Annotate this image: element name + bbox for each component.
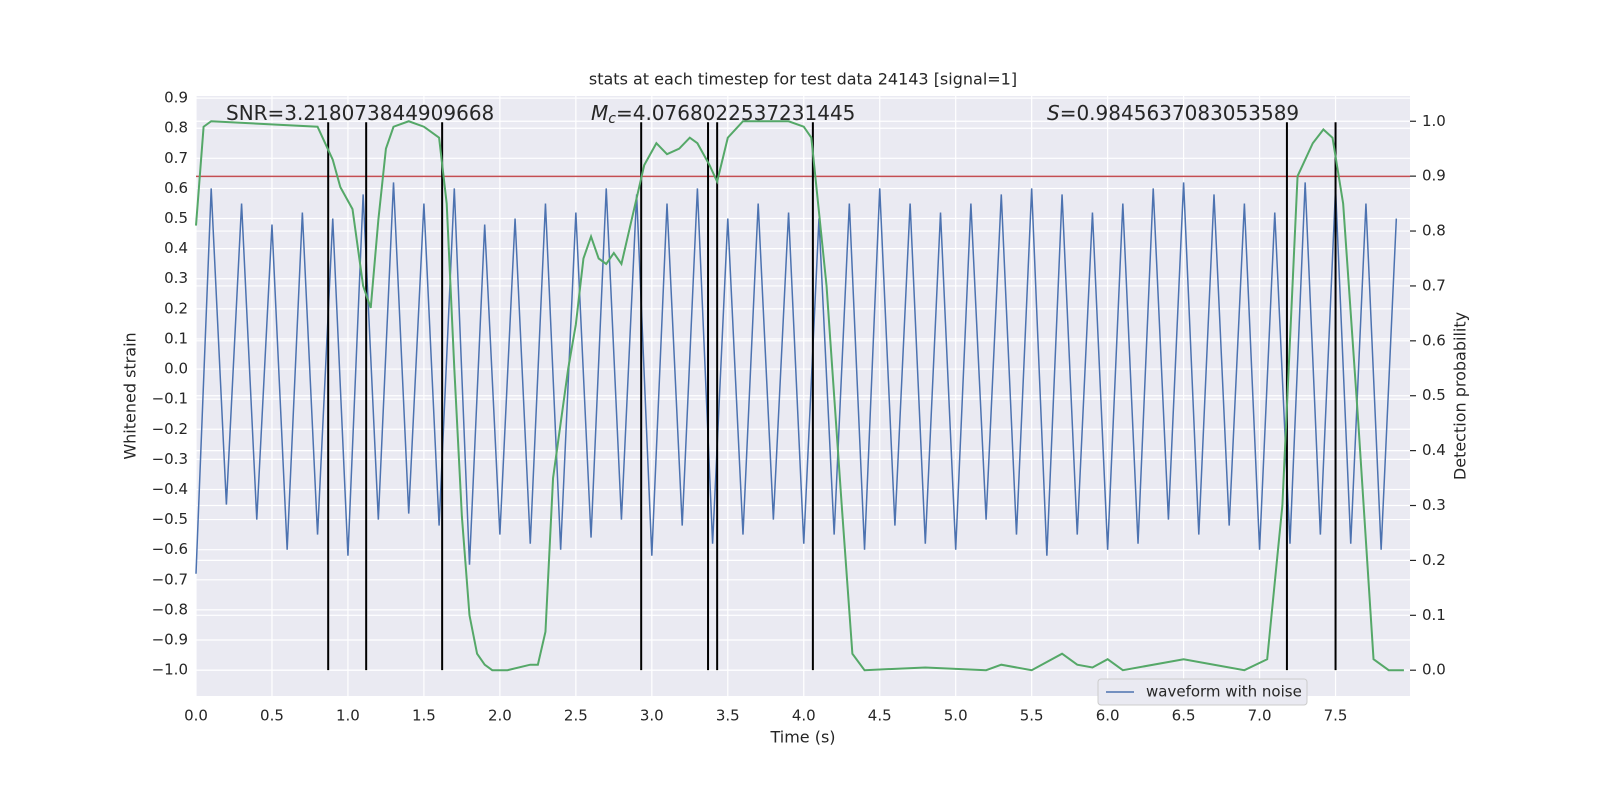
y2-tick-label: 0.5 (1422, 386, 1446, 404)
y-tick-label: 0.1 (164, 329, 188, 347)
x-axis-label: Time (s) (769, 728, 835, 747)
y-tick-label: 0.3 (164, 269, 188, 287)
annotation: Mc=4.0768022537231445 (591, 101, 855, 128)
annotation-text: =4.0768022537231445 (616, 101, 855, 125)
waveform-line (195, 182, 1398, 574)
x-tick-label: 0.0 (184, 707, 208, 725)
y-tick-label: −0.7 (152, 570, 188, 588)
x-tick-label: 4.0 (792, 707, 816, 725)
y-tick-label: 0.9 (164, 89, 188, 107)
y-tick-label: −0.6 (152, 540, 188, 558)
legend: waveform with noise (1097, 678, 1308, 706)
y-tick-label: −0.5 (152, 510, 188, 528)
y-tick-label: −0.3 (152, 450, 188, 468)
detection-line (195, 120, 1404, 672)
x-tick-label: 7.0 (1248, 707, 1272, 725)
y-tick-label: −0.1 (152, 390, 188, 408)
y-tick-label: 0.5 (164, 209, 188, 227)
y2-tick-label: 0.9 (1422, 167, 1446, 185)
x-tick-label: 2.5 (564, 707, 588, 725)
annotation: S=0.9845637083053589 (1047, 101, 1299, 125)
x-tick-label: 3.5 (716, 707, 740, 725)
y2-tick-label: 0.3 (1422, 496, 1446, 514)
y-tick-label: 0.4 (164, 239, 188, 257)
y2-tick-label: 0.0 (1422, 661, 1446, 679)
legend-box (1097, 678, 1308, 706)
y-tick-label: 0.6 (164, 179, 188, 197)
x-tick-label: 2.0 (488, 707, 512, 725)
annotation-text: =0.9845637083053589 (1060, 101, 1299, 125)
y-tick-label: 0.8 (164, 119, 188, 137)
y2-tick-label: 1.0 (1422, 112, 1446, 130)
y2-tick-label: 0.6 (1422, 331, 1446, 349)
x-tick-label: 7.5 (1324, 707, 1348, 725)
y-tick-label: 0.0 (164, 360, 188, 378)
y-tick-label: −1.0 (152, 661, 188, 679)
y2-tick-label: 0.8 (1422, 222, 1446, 240)
y-tick-label: −0.9 (152, 631, 188, 649)
x-tick-label: 6.5 (1172, 707, 1196, 725)
x-tick-label: 1.0 (336, 707, 360, 725)
y-tick-label: −0.2 (152, 420, 188, 438)
y-tick-label: 0.2 (164, 299, 188, 317)
x-tick-label: 3.0 (640, 707, 664, 725)
x-tick-label: 5.5 (1020, 707, 1044, 725)
annotation-symbol: M (591, 101, 608, 125)
chart-title: stats at each timestep for test data 241… (589, 70, 1017, 89)
y2-tick-label: 0.2 (1422, 551, 1446, 569)
y2-tick-label: 0.1 (1422, 606, 1446, 624)
x-tick-label: 6.0 (1096, 707, 1120, 725)
annotation-text: SNR=3.218073844909668 (226, 101, 494, 125)
annotation: SNR=3.218073844909668 (226, 101, 494, 125)
y-axis-label: Whitened strain (121, 332, 140, 459)
x-tick-label: 4.5 (868, 707, 892, 725)
y-tick-label: −0.8 (152, 600, 188, 618)
y2-tick-label: 0.4 (1422, 441, 1446, 459)
x-tick-label: 0.5 (260, 707, 284, 725)
annotation-subscript: c (608, 111, 616, 127)
y-tick-label: 0.7 (164, 149, 188, 167)
legend-label: waveform with noise (1146, 683, 1302, 701)
annotation-symbol: S (1047, 101, 1060, 125)
x-tick-label: 1.5 (412, 707, 436, 725)
y2-axis-label: Detection probability (1451, 312, 1470, 480)
y2-tick-label: 0.7 (1422, 276, 1446, 294)
y-tick-label: −0.4 (152, 480, 188, 498)
x-tick-label: 5.0 (944, 707, 968, 725)
